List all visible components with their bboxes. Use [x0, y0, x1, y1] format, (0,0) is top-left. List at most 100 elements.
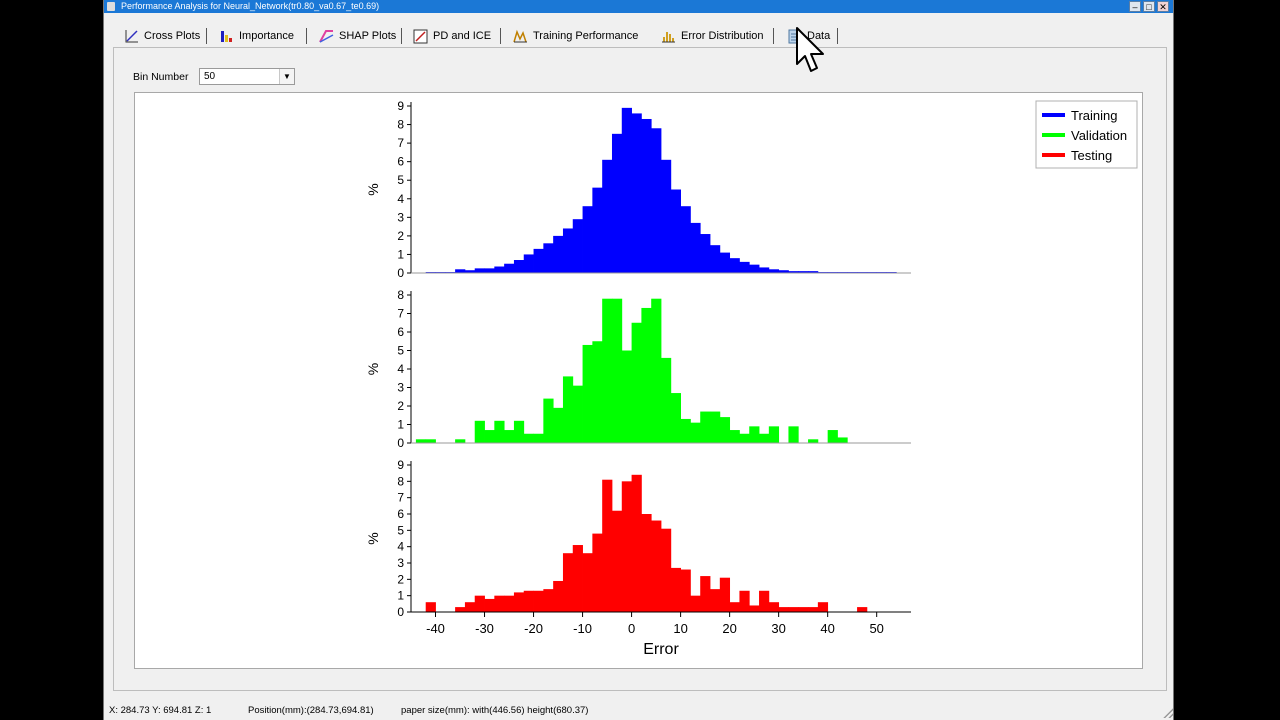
y-tick-label: 8	[397, 288, 404, 302]
histogram-bar	[602, 159, 613, 273]
title-bar[interactable]: Performance Analysis for Neural_Network(…	[104, 0, 1173, 13]
error-histogram-chart: 0 1 2 3 4 5 6 7 8 9% 0 1 2 3 4 5 6 7 8% 0 1 2 3 4 5 6 7 8 9% -40 -30 -2…	[365, 99, 1138, 658]
y-tick-label: 4	[397, 192, 404, 206]
histogram-bar	[513, 420, 525, 443]
histogram-bar	[464, 270, 476, 273]
y-tick-label: 3	[397, 556, 404, 570]
tab-error-distribution[interactable]: Error Distribution	[661, 25, 764, 47]
y-tick-label: 4	[397, 540, 404, 554]
y-tick-label: 4	[397, 362, 404, 376]
tab-label: PD and ICE	[433, 30, 492, 42]
y-tick-label: 7	[397, 307, 404, 321]
histogram-bar	[543, 398, 554, 443]
tab-training-performance[interactable]: Training Performance	[513, 25, 638, 47]
histogram-bar	[690, 595, 701, 612]
tab-cross-plots[interactable]: Cross Plots	[124, 25, 200, 47]
tab-data[interactable]: Data	[787, 25, 830, 47]
x-tick-label: 30	[771, 621, 785, 636]
histogram-bar	[562, 228, 574, 273]
histogram-bar	[641, 118, 652, 274]
x-tick-label: -10	[573, 621, 592, 636]
histogram-bar	[808, 607, 819, 612]
histogram-bar	[768, 269, 780, 273]
histogram-bar	[788, 271, 799, 273]
histogram-bar	[504, 430, 515, 443]
histogram-bar	[719, 417, 731, 443]
histogram-bar	[729, 258, 740, 273]
histogram-bar	[611, 133, 623, 273]
histogram-bar	[455, 439, 466, 443]
status-bar: X: 284.73 Y: 694.81 Z: 1 Position(mm):(2…	[104, 702, 1175, 720]
histogram-bar	[611, 298, 623, 443]
y-tick-label: 0	[397, 266, 404, 280]
histogram-bar	[661, 159, 672, 273]
tab-divider	[773, 28, 774, 44]
importance-icon	[221, 30, 232, 42]
y-tick-label: 9	[397, 99, 404, 113]
x-tick-label: 50	[869, 621, 883, 636]
bin-number-label: Bin Number	[133, 71, 189, 83]
maximize-button[interactable]: □	[1143, 1, 1155, 12]
histogram-bar	[504, 263, 515, 273]
y-tick-label: 0	[397, 605, 404, 619]
histogram-bar	[798, 271, 809, 273]
histogram-bar	[759, 590, 770, 612]
mouse-cursor-icon	[796, 27, 824, 72]
histogram-bar	[484, 430, 495, 443]
histogram-bar	[670, 189, 681, 273]
histogram-bar	[788, 426, 799, 443]
legend-label: Testing	[1071, 148, 1112, 163]
bin-number-select[interactable]: 50 ▼	[199, 68, 295, 85]
histogram-bar	[455, 607, 466, 612]
y-tick-label: 8	[397, 118, 404, 132]
histogram-bar	[513, 592, 525, 612]
histogram-bar	[651, 128, 662, 273]
histogram-bar	[513, 260, 525, 273]
histogram-bar	[582, 553, 593, 612]
y-axis-label: %	[365, 532, 381, 544]
tab-divider	[401, 28, 402, 44]
pd-ice-icon	[413, 29, 428, 43]
minimize-button[interactable]: –	[1129, 1, 1141, 12]
tab-divider	[500, 28, 501, 44]
close-button[interactable]: ✕	[1157, 1, 1169, 12]
histogram-bar	[661, 528, 672, 612]
app-icon	[107, 2, 115, 11]
histogram-bar	[768, 426, 780, 443]
histogram-bar	[739, 433, 750, 443]
chevron-down-icon[interactable]: ▼	[279, 69, 294, 84]
histogram-bar	[661, 357, 672, 443]
histogram-bar	[621, 350, 632, 443]
y-tick-label: 3	[397, 210, 404, 224]
y-tick-label: 1	[397, 247, 404, 261]
histogram-bar	[602, 298, 613, 443]
tab-importance[interactable]: Importance	[219, 25, 294, 47]
histogram-bar	[778, 270, 789, 273]
histogram-bar	[494, 595, 505, 612]
histogram-bar	[670, 567, 681, 612]
histogram-bar	[700, 576, 711, 612]
histogram-bar	[857, 607, 868, 612]
histogram-bar	[533, 248, 544, 273]
histogram-bar	[631, 474, 642, 612]
tab-shap-plots[interactable]: SHAP Plots	[319, 25, 396, 47]
histogram-testing	[425, 474, 868, 612]
histogram-bar	[494, 266, 505, 273]
y-tick-label: 8	[397, 474, 404, 488]
histogram-bar	[808, 439, 819, 443]
histogram-bar	[749, 426, 760, 443]
cursor-coordinates: X: 284.73 Y: 694.81 Z: 1	[109, 705, 212, 716]
histogram-bar	[827, 430, 838, 443]
histogram-bar	[690, 222, 701, 273]
y-tick-label: 9	[397, 458, 404, 472]
histogram-bar	[651, 298, 662, 443]
resize-grip-icon[interactable]	[1163, 708, 1173, 718]
tab-label: Training Performance	[533, 30, 639, 42]
y-tick-label: 3	[397, 381, 404, 395]
tab-pd-and-ice[interactable]: PD and ICE	[413, 25, 491, 47]
tab-divider	[306, 28, 307, 44]
y-tick-label: 5	[397, 344, 404, 358]
tab-label: Data	[807, 30, 831, 42]
histogram-bar	[680, 418, 691, 443]
histogram-bar	[543, 589, 554, 612]
